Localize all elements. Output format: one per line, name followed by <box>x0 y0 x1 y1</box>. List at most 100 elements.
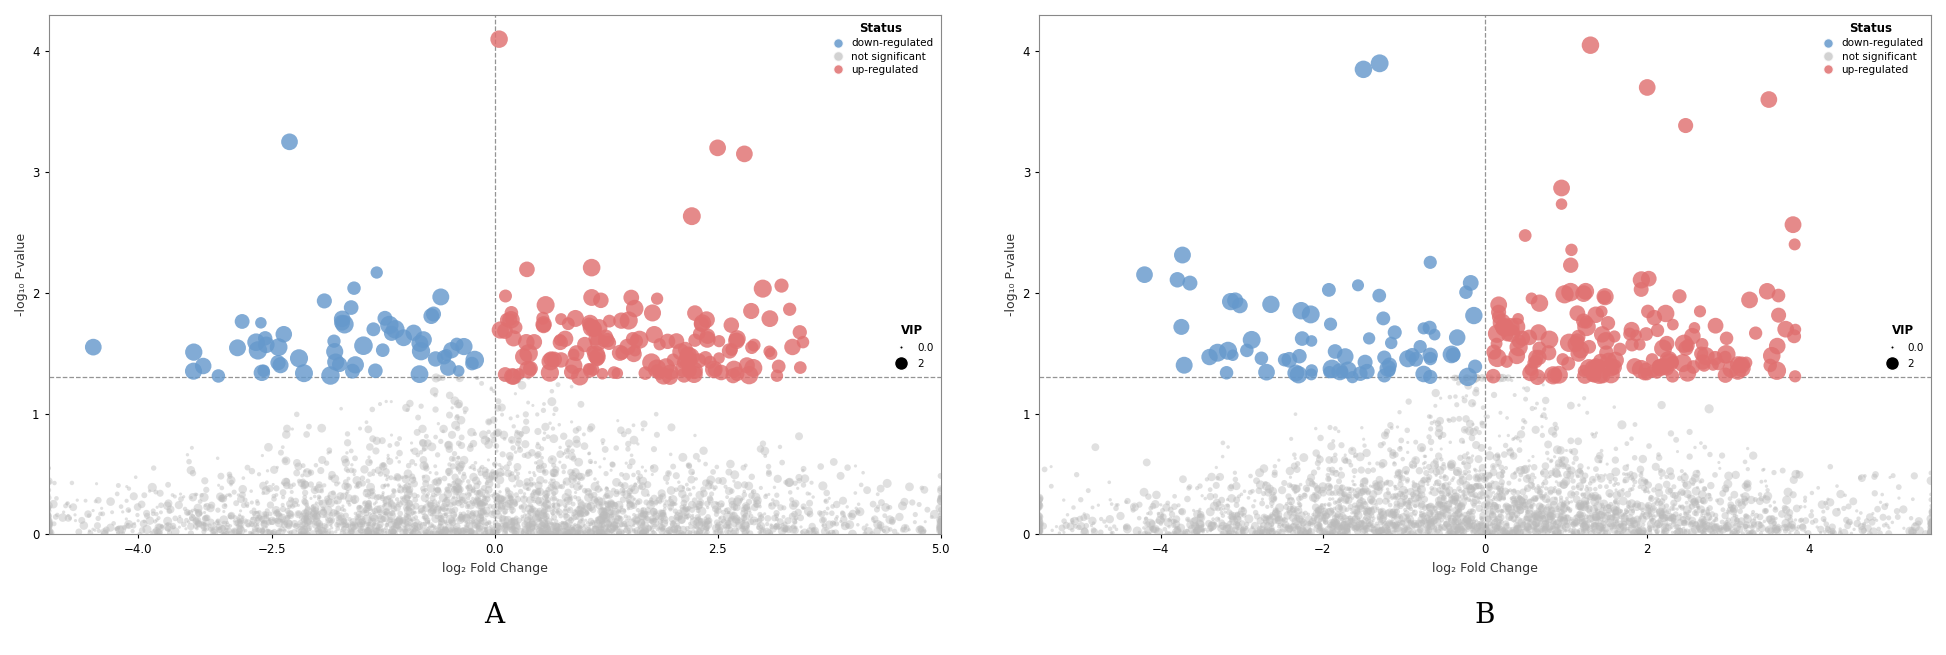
Point <box>84 526 115 536</box>
Point <box>68 520 99 531</box>
Point <box>434 444 465 455</box>
Point <box>1456 513 1487 523</box>
Point <box>1687 496 1718 507</box>
Point <box>541 527 572 538</box>
Point <box>1423 495 1454 506</box>
Point <box>1024 520 1055 531</box>
Point <box>1452 381 1483 391</box>
Point <box>870 510 901 521</box>
Point <box>1024 494 1055 504</box>
Point <box>1537 519 1568 529</box>
Point <box>518 504 549 514</box>
Point <box>362 267 393 278</box>
Point <box>720 470 751 480</box>
Point <box>442 463 473 474</box>
Point <box>1660 491 1691 501</box>
Point <box>1749 506 1781 516</box>
Point <box>549 527 580 538</box>
Point <box>557 522 588 533</box>
Point <box>405 401 436 411</box>
Point <box>352 527 383 537</box>
Point <box>732 527 763 537</box>
Point <box>1574 516 1605 527</box>
Point <box>531 495 562 506</box>
Point <box>444 462 475 472</box>
Point <box>420 354 451 364</box>
Point <box>889 523 920 534</box>
Point <box>1460 362 1491 372</box>
Point <box>1604 506 1635 516</box>
Point <box>187 518 218 529</box>
Point <box>638 506 669 517</box>
Point <box>527 510 559 520</box>
Point <box>1351 523 1382 534</box>
Point <box>350 417 381 428</box>
Point <box>656 497 687 508</box>
Point <box>304 483 335 494</box>
Point <box>1315 529 1347 539</box>
Point <box>1378 507 1409 517</box>
Point <box>33 527 64 537</box>
Point <box>1483 452 1514 462</box>
Point <box>1168 474 1199 485</box>
Point <box>1173 278 1205 288</box>
Point <box>706 514 738 525</box>
Point <box>352 476 383 486</box>
Point <box>1518 523 1549 534</box>
Point <box>442 528 473 538</box>
Point <box>426 517 457 527</box>
Point <box>1477 477 1508 487</box>
Point <box>1179 521 1210 532</box>
Point <box>1520 493 1551 504</box>
Point <box>1602 527 1633 537</box>
Point <box>924 528 955 538</box>
Point <box>595 507 627 517</box>
Point <box>1487 318 1518 328</box>
Point <box>370 481 401 491</box>
Point <box>716 499 747 510</box>
Point <box>794 509 825 519</box>
Point <box>1551 445 1582 456</box>
Point <box>1411 519 1442 530</box>
Point <box>1496 527 1528 537</box>
Point <box>358 512 389 522</box>
Point <box>531 499 562 510</box>
Point <box>1170 360 1201 371</box>
Point <box>520 458 551 468</box>
Point <box>1689 483 1720 494</box>
Point <box>1024 519 1055 530</box>
Point <box>1277 500 1308 511</box>
Point <box>866 497 897 508</box>
Point <box>924 529 955 539</box>
Point <box>376 515 407 525</box>
Point <box>329 515 360 526</box>
Point <box>1226 518 1257 529</box>
Point <box>1627 475 1658 485</box>
Point <box>691 314 722 325</box>
Point <box>1407 490 1438 500</box>
Point <box>446 512 477 522</box>
Point <box>1475 483 1506 494</box>
Point <box>1376 493 1407 504</box>
Point <box>588 514 619 524</box>
Point <box>1687 339 1718 350</box>
Point <box>673 510 704 521</box>
Point <box>1720 522 1751 533</box>
Point <box>1456 505 1487 515</box>
Point <box>1364 529 1395 539</box>
Point <box>1349 509 1380 519</box>
Point <box>572 502 603 512</box>
Point <box>1423 485 1454 495</box>
Point <box>518 478 549 489</box>
Point <box>512 521 543 531</box>
Point <box>669 510 701 520</box>
Point <box>730 519 761 530</box>
Point <box>483 403 514 413</box>
Point <box>691 498 722 509</box>
Point <box>430 510 461 521</box>
Point <box>1133 529 1164 539</box>
Point <box>481 517 512 528</box>
Point <box>1356 521 1387 532</box>
Point <box>595 525 627 536</box>
Point <box>539 498 570 509</box>
